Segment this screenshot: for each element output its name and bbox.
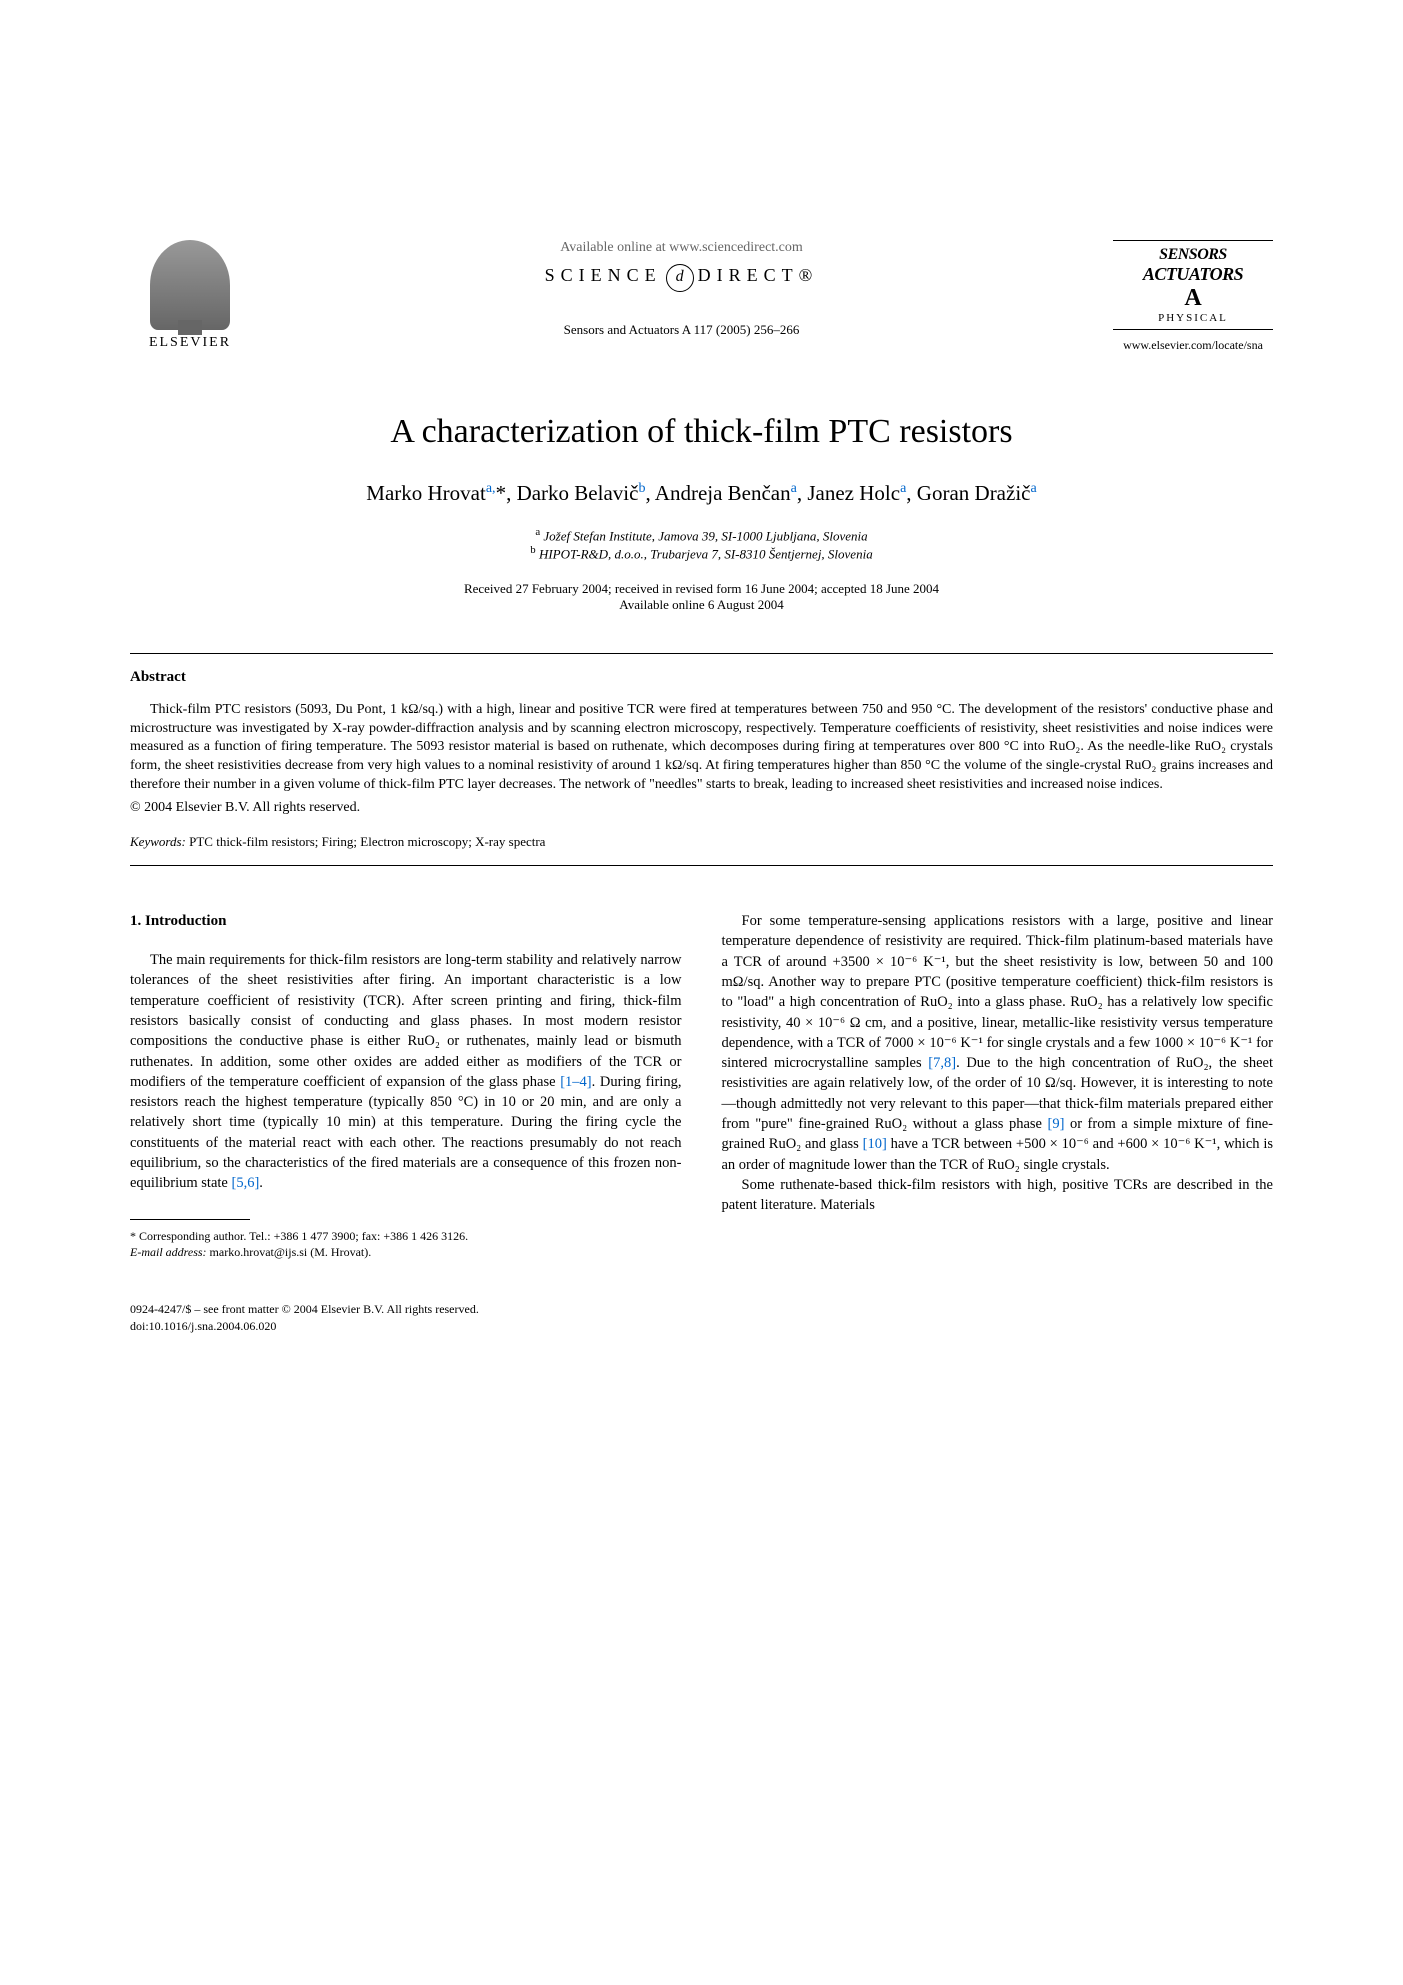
intro-paragraph-1: The main requirements for thick-film res… xyxy=(130,950,682,1194)
affiliation-a: a Jožef Stefan Institute, Jamova 39, SI-… xyxy=(130,526,1273,544)
body-section: 1. Introduction The main requirements fo… xyxy=(130,911,1273,1261)
header-row: ELSEVIER Available online at www.science… xyxy=(130,240,1273,353)
ref-link[interactable]: [10] xyxy=(863,1136,887,1152)
divider xyxy=(130,653,1273,654)
footnote-divider xyxy=(130,1219,250,1220)
email-label: E-mail address: xyxy=(130,1245,207,1259)
ref-link[interactable]: [7,8] xyxy=(928,1055,956,1071)
doi-line: doi:10.1016/j.sna.2004.06.020 xyxy=(130,1318,1273,1335)
divider xyxy=(130,865,1273,866)
journal-logo-actuators: ACTUATORS xyxy=(1113,264,1273,285)
columns-container: 1. Introduction The main requirements fo… xyxy=(130,911,1273,1261)
issn-line: 0924-4247/$ – see front matter © 2004 El… xyxy=(130,1301,1273,1318)
ref-link[interactable]: [5,6] xyxy=(231,1175,259,1191)
elsevier-label: ELSEVIER xyxy=(130,335,250,351)
available-date: Available online 6 August 2004 xyxy=(130,597,1273,613)
footnote-block: * Corresponding author. Tel.: +386 1 477… xyxy=(130,1228,682,1262)
authors-list: Marko Hrovata,*, Darko Belavičb, Andreja… xyxy=(130,481,1273,506)
intro-paragraph-2: For some temperature-sensing application… xyxy=(722,911,1274,1175)
abstract-text: Thick-film PTC resistors (5093, Du Pont,… xyxy=(130,701,1273,795)
science-d-icon: d xyxy=(666,264,694,292)
intro-paragraph-3: Some ruthenate-based thick-film resistor… xyxy=(722,1175,1274,1216)
affiliations: a Jožef Stefan Institute, Jamova 39, SI-… xyxy=(130,526,1273,563)
corresponding-author: * Corresponding author. Tel.: +386 1 477… xyxy=(130,1228,682,1245)
journal-logo-a: A xyxy=(1113,285,1273,312)
right-column: For some temperature-sensing application… xyxy=(722,911,1274,1261)
science-direct-logo: SCIENCEdDIRECT® xyxy=(290,264,1073,292)
ref-link[interactable]: [9] xyxy=(1048,1116,1065,1132)
section-heading: 1. Introduction xyxy=(130,911,682,932)
journal-logo: SENSORS ACTUATORS A PHYSICAL www.elsevie… xyxy=(1113,240,1273,353)
available-online-text: Available online at www.sciencedirect.co… xyxy=(290,240,1073,256)
journal-reference: Sensors and Actuators A 117 (2005) 256–2… xyxy=(290,322,1073,338)
email-address: marko.hrovat@ijs.si (M. Hrovat). xyxy=(207,1245,372,1259)
science-prefix: SCIENCE xyxy=(545,265,662,285)
journal-url: www.elsevier.com/locate/sna xyxy=(1113,338,1273,353)
received-date: Received 27 February 2004; received in r… xyxy=(130,581,1273,597)
keywords-line: Keywords: PTC thick-film resistors; Firi… xyxy=(130,834,1273,850)
journal-logo-physical: PHYSICAL xyxy=(1113,312,1273,324)
email-line: E-mail address: marko.hrovat@ijs.si (M. … xyxy=(130,1244,682,1261)
elsevier-tree-icon xyxy=(150,240,230,330)
paper-title: A characterization of thick-film PTC res… xyxy=(130,413,1273,451)
footer-info: 0924-4247/$ – see front matter © 2004 El… xyxy=(130,1301,1273,1335)
ref-link[interactable]: [1–4] xyxy=(560,1074,591,1090)
keywords-text: PTC thick-film resistors; Firing; Electr… xyxy=(186,834,546,849)
abstract-heading: Abstract xyxy=(130,669,1273,686)
center-header: Available online at www.sciencedirect.co… xyxy=(250,240,1113,338)
journal-logo-box: SENSORS ACTUATORS A PHYSICAL xyxy=(1113,240,1273,330)
keywords-label: Keywords: xyxy=(130,834,186,849)
dates-block: Received 27 February 2004; received in r… xyxy=(130,581,1273,613)
affiliation-b: b HIPOT-R&D, d.o.o., Trubarjeva 7, SI-83… xyxy=(130,544,1273,562)
direct-suffix: DIRECT® xyxy=(698,265,819,285)
elsevier-logo: ELSEVIER xyxy=(130,240,250,351)
journal-logo-sensors: SENSORS xyxy=(1113,246,1273,264)
abstract-copyright: © 2004 Elsevier B.V. All rights reserved… xyxy=(130,800,1273,816)
left-column: 1. Introduction The main requirements fo… xyxy=(130,911,682,1261)
